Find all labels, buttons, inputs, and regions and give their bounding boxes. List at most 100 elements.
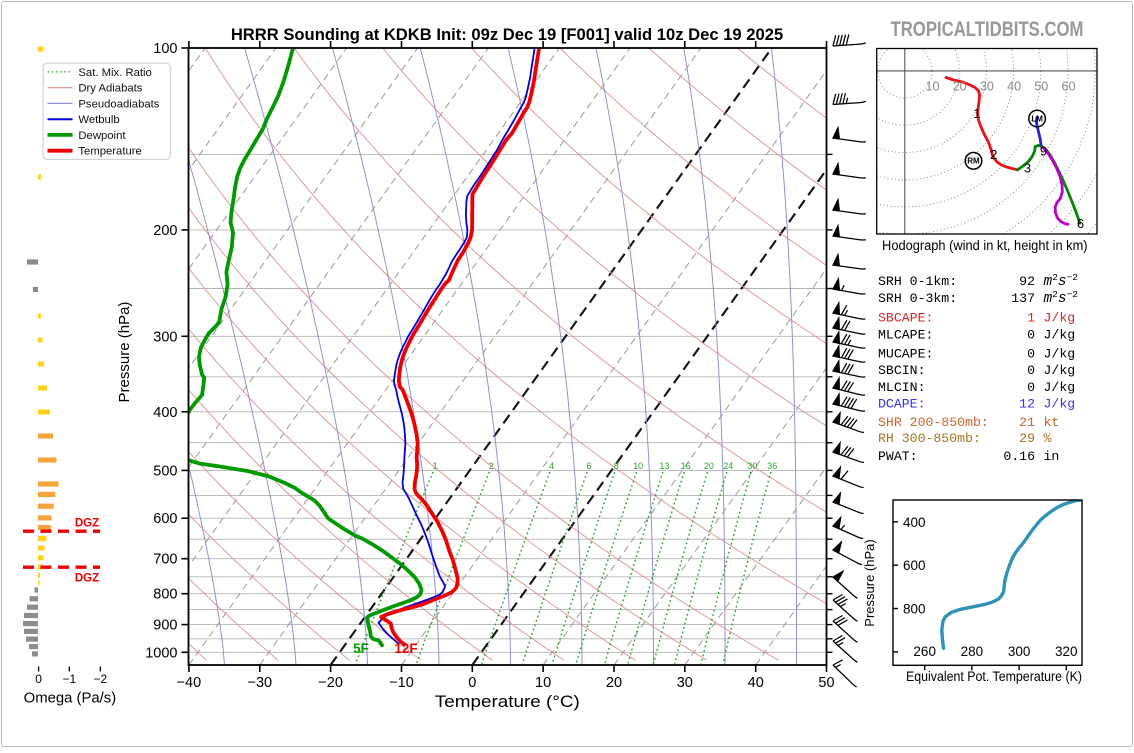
- svg-text:MLCIN:: MLCIN:: [878, 380, 925, 395]
- svg-text:10: 10: [633, 461, 643, 471]
- svg-text:10: 10: [535, 675, 551, 691]
- svg-text:40: 40: [1007, 80, 1021, 94]
- svg-text:50: 50: [1034, 80, 1048, 94]
- svg-text:50: 50: [818, 675, 834, 691]
- svg-text:J/kg: J/kg: [1044, 397, 1076, 412]
- svg-text:2: 2: [990, 147, 997, 162]
- svg-text:−1: −1: [62, 672, 76, 686]
- svg-text:HRRR Sounding at KDKB Init: 09: HRRR Sounding at KDKB Init: 09z Dec 19 […: [231, 25, 783, 44]
- svg-text:2: 2: [489, 461, 494, 471]
- svg-text:21: 21: [1019, 415, 1035, 430]
- svg-text:16: 16: [681, 461, 691, 471]
- svg-text:%: %: [1044, 431, 1052, 446]
- svg-text:Dewpoint: Dewpoint: [78, 130, 126, 142]
- svg-text:in: in: [1044, 449, 1060, 464]
- svg-text:400: 400: [153, 405, 177, 421]
- svg-text:0.16: 0.16: [1003, 449, 1035, 464]
- svg-text:Pseudoadiabats: Pseudoadiabats: [78, 98, 159, 110]
- svg-text:60: 60: [1062, 80, 1076, 94]
- svg-text:100: 100: [153, 41, 177, 57]
- svg-text:Pressure (hPa): Pressure (hPa): [116, 302, 133, 403]
- svg-text:400: 400: [903, 515, 926, 530]
- svg-text:1000: 1000: [145, 645, 177, 661]
- svg-text:800: 800: [153, 587, 177, 603]
- svg-text:kt: kt: [1044, 415, 1060, 430]
- svg-text:0: 0: [1027, 363, 1035, 378]
- svg-text:Sat. Mix. Ratio: Sat. Mix. Ratio: [78, 67, 151, 79]
- svg-text:DGZ: DGZ: [75, 573, 99, 585]
- svg-text:SBCIN:: SBCIN:: [878, 363, 925, 378]
- svg-text:3: 3: [1024, 161, 1031, 176]
- svg-text:m2s−2: m2s−2: [1044, 272, 1079, 291]
- svg-text:−10: −10: [389, 675, 414, 691]
- svg-text:300: 300: [153, 329, 177, 345]
- svg-text:Wetbulb: Wetbulb: [78, 114, 119, 126]
- svg-text:92: 92: [1019, 274, 1035, 289]
- svg-text:J/kg: J/kg: [1044, 347, 1076, 362]
- svg-text:DGZ: DGZ: [75, 518, 99, 530]
- svg-text:SRH 0-1km:: SRH 0-1km:: [878, 274, 957, 289]
- svg-text:200: 200: [153, 223, 177, 239]
- svg-text:−40: −40: [177, 675, 202, 691]
- svg-text:Equivalent Pot. Temperature (K: Equivalent Pot. Temperature (K): [906, 668, 1082, 684]
- svg-text:600: 600: [153, 511, 177, 527]
- svg-text:6: 6: [586, 461, 591, 471]
- svg-text:Omega (Pa/s): Omega (Pa/s): [24, 691, 117, 707]
- svg-text:J/kg: J/kg: [1044, 363, 1076, 378]
- svg-text:0: 0: [35, 672, 42, 686]
- svg-text:J/kg: J/kg: [1044, 328, 1076, 343]
- svg-text:LM: LM: [1031, 114, 1043, 123]
- svg-text:40: 40: [748, 675, 764, 691]
- svg-text:320: 320: [1055, 644, 1078, 659]
- svg-text:PWAT:: PWAT:: [878, 449, 918, 464]
- svg-text:12F: 12F: [394, 641, 417, 656]
- svg-text:36: 36: [767, 461, 777, 471]
- svg-text:1: 1: [433, 461, 438, 471]
- svg-text:DCAPE:: DCAPE:: [878, 397, 925, 412]
- svg-text:9: 9: [1040, 143, 1047, 158]
- svg-text:0: 0: [1027, 328, 1035, 343]
- svg-text:20: 20: [704, 461, 714, 471]
- svg-text:−20: −20: [318, 675, 343, 691]
- svg-text:−2: −2: [94, 672, 108, 686]
- svg-text:m2s−2: m2s−2: [1044, 289, 1079, 308]
- svg-text:SRH 0-3km:: SRH 0-3km:: [878, 291, 957, 306]
- svg-text:TROPICALTIDBITS.COM: TROPICALTIDBITS.COM: [891, 17, 1084, 41]
- svg-text:Hodograph (wind in kt, height: Hodograph (wind in kt, height in km): [882, 238, 1088, 253]
- svg-text:800: 800: [903, 602, 926, 617]
- svg-text:600: 600: [903, 558, 926, 573]
- svg-text:300: 300: [1008, 644, 1031, 659]
- svg-text:0: 0: [1027, 347, 1035, 362]
- svg-text:0: 0: [468, 675, 476, 691]
- svg-text:6: 6: [1077, 216, 1084, 231]
- svg-text:RH 300-850mb:: RH 300-850mb:: [878, 431, 981, 446]
- svg-text:Dry Adiabats: Dry Adiabats: [78, 83, 142, 95]
- svg-text:10: 10: [926, 80, 940, 94]
- svg-text:Temperature (°C): Temperature (°C): [435, 692, 580, 711]
- svg-text:1: 1: [1027, 311, 1035, 326]
- svg-text:20: 20: [953, 80, 967, 94]
- svg-text:4: 4: [549, 461, 554, 471]
- svg-text:260: 260: [913, 644, 936, 659]
- svg-text:MLCAPE:: MLCAPE:: [878, 328, 933, 343]
- svg-text:24: 24: [723, 461, 733, 471]
- svg-text:J/kg: J/kg: [1044, 311, 1076, 326]
- svg-text:8: 8: [614, 461, 619, 471]
- svg-text:280: 280: [961, 644, 984, 659]
- svg-text:Pressure (hPa): Pressure (hPa): [862, 539, 877, 626]
- svg-text:900: 900: [153, 618, 177, 634]
- svg-text:13: 13: [659, 461, 669, 471]
- svg-text:30: 30: [677, 675, 693, 691]
- svg-text:12: 12: [1019, 397, 1035, 412]
- svg-text:J/kg: J/kg: [1044, 380, 1076, 395]
- svg-text:SBCAPE:: SBCAPE:: [878, 311, 933, 326]
- svg-text:30: 30: [747, 461, 757, 471]
- svg-text:0: 0: [1027, 380, 1035, 395]
- svg-text:700: 700: [153, 552, 177, 568]
- svg-text:20: 20: [606, 675, 622, 691]
- svg-text:29: 29: [1019, 431, 1035, 446]
- svg-text:RM: RM: [967, 157, 980, 166]
- svg-text:−30: −30: [247, 675, 272, 691]
- svg-text:30: 30: [980, 80, 994, 94]
- svg-text:SHR 200-850mb:: SHR 200-850mb:: [878, 415, 989, 430]
